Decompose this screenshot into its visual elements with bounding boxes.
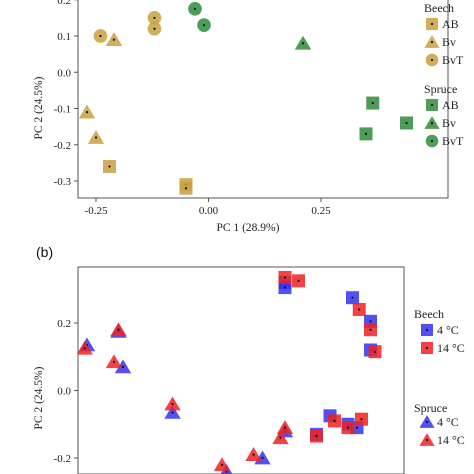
y-tick-label: 0.0 (57, 386, 71, 398)
legend-title: Beech (414, 307, 444, 321)
y-axis-label: PC 2 (24.5%) (33, 366, 45, 429)
data-point (328, 414, 341, 428)
series-spruce-4-c (78, 323, 294, 474)
panel-a: -0.3 -0.2 -0.1 0.0 0.1 0.2 -0.25 0.00 0.25 PC 1 (… (33, 0, 464, 234)
x-axis-label: PC 1 (28.9%) (217, 222, 280, 234)
series-beech-bvt (93, 11, 162, 43)
legend-marker (421, 342, 433, 354)
legend-marker (425, 53, 439, 67)
y-tick-label: -0.2 (54, 140, 71, 152)
data-point (87, 130, 105, 144)
data-point (114, 359, 132, 374)
legend: Beech AB Bv BvT Spruce AB Bv BvT (424, 1, 464, 148)
plot-frame (77, 266, 405, 474)
plot-frame (77, 0, 449, 199)
legend-label: 4 °C (437, 323, 459, 337)
data-points (78, 1, 413, 195)
data-point (164, 404, 181, 419)
y-axis-label: PC 2 (24.5%) (33, 76, 45, 139)
legend-marker (419, 433, 435, 446)
legend-title: Spruce (414, 401, 447, 415)
legend-marker (421, 324, 433, 336)
data-point (355, 412, 368, 426)
data-point (292, 274, 305, 288)
legend-marker (425, 134, 439, 148)
series-beech-bv (78, 32, 123, 144)
data-point (294, 35, 312, 50)
legend-label: 14 °C (437, 341, 465, 355)
data-point (364, 323, 377, 337)
data-point (213, 457, 231, 472)
data-points (78, 270, 382, 474)
data-point (366, 96, 380, 110)
data-point (400, 116, 413, 130)
data-point (110, 322, 127, 337)
legend-label: Bv (442, 35, 456, 49)
series-beech-14-c (278, 270, 382, 443)
legend-label: AB (442, 98, 459, 112)
data-point (179, 181, 193, 195)
series-spruce-bv (294, 35, 312, 50)
data-point (272, 430, 289, 445)
x-tick-label: 0.25 (311, 205, 331, 217)
data-point (310, 429, 323, 443)
series-spruce-bvt (188, 1, 211, 32)
data-point (103, 160, 116, 173)
data-point (105, 32, 123, 46)
data-point (93, 29, 108, 43)
legend-label: Bv (442, 116, 456, 130)
legend-label: AB (442, 17, 459, 31)
legend-title: Spruce (424, 82, 457, 96)
y-tick-label: 0.1 (57, 31, 71, 43)
legend-label: BvT (442, 53, 464, 67)
data-point (78, 104, 96, 119)
legend-marker (426, 99, 438, 111)
data-point (147, 21, 162, 36)
legend-label: 4 °C (437, 415, 459, 429)
data-point (346, 291, 359, 305)
y-tick-label: -0.3 (54, 176, 72, 188)
x-tick-label: -0.25 (85, 205, 108, 217)
data-point (197, 18, 211, 32)
y-tick-label: 0.2 (57, 318, 71, 330)
y-tick-label: -0.2 (54, 453, 71, 465)
data-point (276, 420, 294, 434)
data-point (359, 127, 373, 141)
x-tick-label: 0.00 (199, 205, 219, 217)
y-tick-label: 0.0 (57, 67, 71, 79)
data-point (341, 421, 355, 435)
y-tick-label: 0.2 (57, 0, 71, 7)
data-point (278, 281, 292, 295)
legend-label: 14 °C (437, 433, 465, 447)
panel-b: -0.2 0.0 0.2 PC 2 (24.5%) (b) Beech 4 °C 14 °C S… (33, 244, 465, 474)
data-point (147, 11, 162, 25)
data-point (188, 1, 202, 16)
legend-marker (424, 116, 440, 129)
data-point (278, 270, 292, 284)
legend-marker (426, 18, 438, 30)
y-tick-label: -0.1 (54, 104, 71, 116)
legend-marker (419, 415, 435, 428)
data-point (105, 354, 123, 369)
data-point (164, 396, 181, 411)
data-point (352, 303, 366, 316)
data-point (245, 447, 262, 461)
legend-title: Beech (424, 1, 454, 15)
legend-label: BvT (442, 134, 464, 148)
series-spruce-14-c (78, 322, 294, 472)
legend-marker (424, 35, 440, 48)
panel-label: (b) (36, 244, 53, 260)
series-spruce-ab (359, 96, 413, 141)
data-point (368, 345, 382, 359)
series-beech-ab (103, 160, 193, 195)
data-point (78, 340, 93, 355)
